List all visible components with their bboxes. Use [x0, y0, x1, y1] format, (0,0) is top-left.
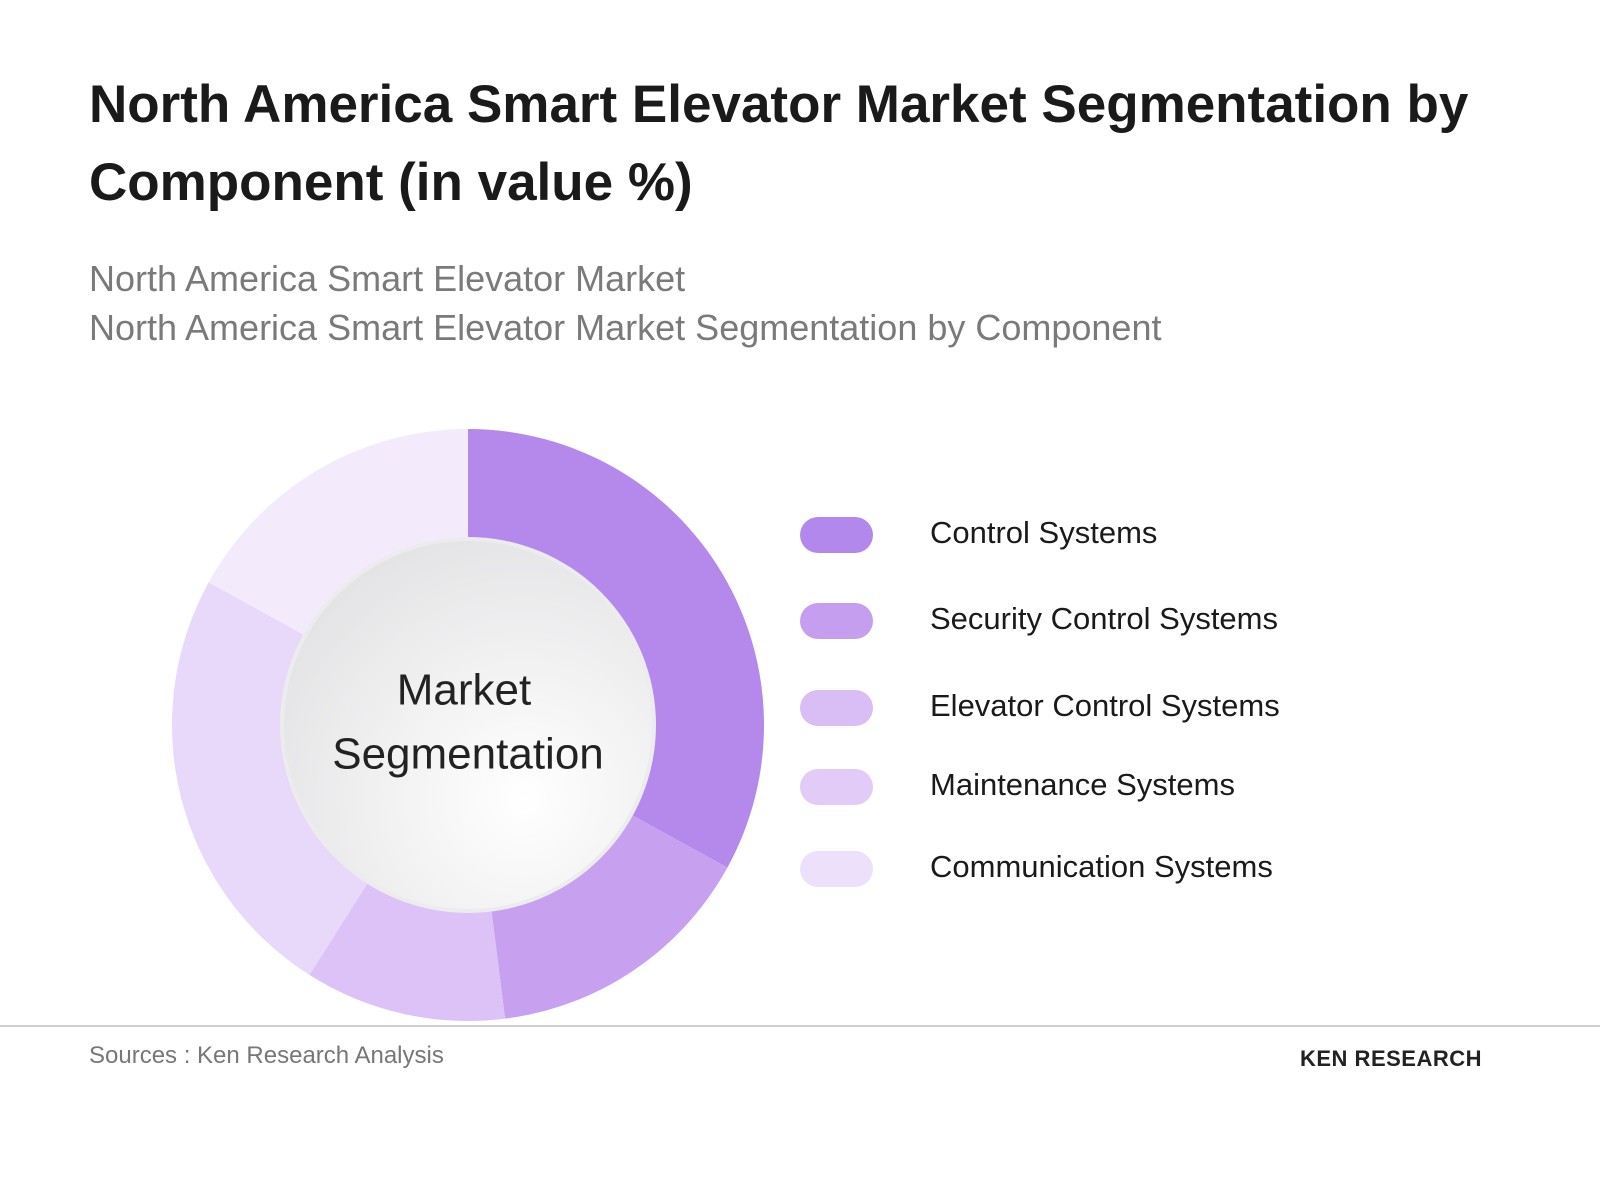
logo: KEN RESEARCH [1300, 1046, 1483, 1071]
legend-swatch [800, 690, 873, 726]
legend-label: Communication Systems [930, 849, 1273, 884]
legend-label: Maintenance Systems [930, 767, 1235, 802]
donut-hole [284, 541, 652, 909]
legend-label: Control Systems [930, 515, 1157, 550]
subtitle: North America Smart Elevator Market [89, 258, 686, 299]
legend-swatch [800, 769, 873, 805]
subtitle: North America Smart Elevator Market Segm… [89, 307, 1162, 348]
legend-swatch [800, 603, 873, 639]
legend-label: Security Control Systems [930, 601, 1278, 636]
chart-title: North America Smart Elevator Market Segm… [89, 75, 1469, 212]
legend-label: Elevator Control Systems [930, 688, 1280, 723]
source: Sources : Ken Research Analysis [89, 1042, 444, 1069]
center-label: Segmentation [332, 730, 604, 779]
legend-swatch [800, 517, 873, 553]
legend-swatch [800, 851, 873, 887]
center-label: Market [397, 666, 531, 715]
